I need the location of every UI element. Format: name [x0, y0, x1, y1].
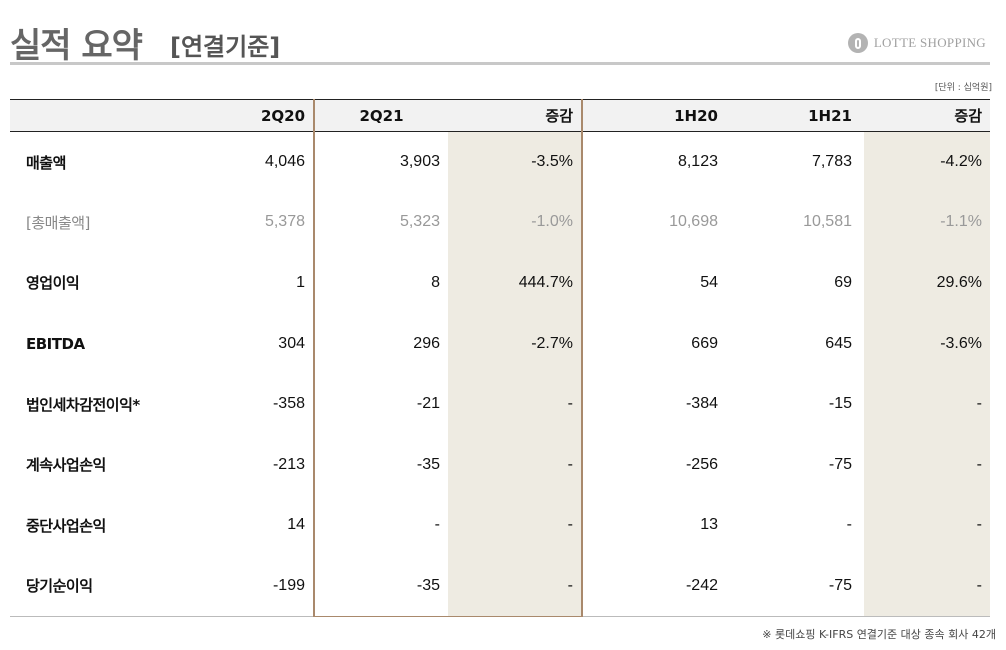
header-change-quarter: 증감	[448, 99, 583, 132]
cell-change-half: -	[864, 373, 990, 435]
header-1h20: 1H20	[582, 99, 732, 132]
earnings-summary-table: 2Q20 2Q21 증감 1H20 1H21 증감 매출액 4,046 3,90…	[10, 99, 990, 617]
table-header: 2Q20 2Q21 증감 1H20 1H21 증감	[10, 99, 990, 132]
page-title: 실적 요약	[10, 26, 143, 66]
cell-1h20: 13	[700, 516, 718, 534]
cell-1h21: 69	[834, 273, 852, 291]
table-row: 법인세차감전이익* -358 -21 - -384 -15 -	[10, 373, 990, 435]
table-body: 매출액 4,046 3,903 -3.5% 8,123 7,783 -4.2% …	[10, 131, 990, 617]
row-label: 중단사업손익	[26, 516, 106, 535]
cell-change-half: -3.6%	[864, 313, 990, 374]
cell-2q21: 3,903	[313, 131, 448, 193]
unit-label: [단위 : 십억원]	[934, 83, 992, 93]
cell-2q20: 14	[287, 516, 305, 534]
cell-2q20: 304	[278, 334, 305, 352]
cell-2q21: -35	[313, 555, 448, 617]
row-label: 매출액	[26, 153, 66, 172]
row-label: 당기순이익	[10, 555, 242, 617]
cell-change-half: -	[864, 495, 990, 556]
cell-1h21: 7,783	[811, 153, 852, 171]
cell-2q20: -213	[272, 455, 305, 473]
cell-1h21: 645	[825, 334, 852, 352]
cell-change-quarter: -	[448, 434, 583, 496]
cell-change-half: 29.6%	[864, 252, 990, 314]
table-row: EBITDA 304 296 -2.7% 669 645 -3.6%	[10, 313, 990, 374]
cell-1h20: -242	[582, 555, 732, 617]
table-row: 영업이익 1 8 444.7% 54 69 29.6%	[10, 252, 990, 314]
header-divider	[10, 62, 990, 65]
cell-2q21: -35	[313, 434, 448, 496]
cell-2q21: -21	[313, 373, 448, 435]
cell-1h20: 8,123	[677, 153, 718, 171]
cell-1h21: -	[846, 516, 852, 534]
cell-change-quarter: -1.0%	[448, 192, 583, 253]
cell-2q20: 1	[296, 273, 305, 291]
cell-1h21: 10,581	[803, 213, 852, 231]
cell-change-quarter: 444.7%	[448, 252, 583, 314]
logo-text: LOTTE SHOPPING	[873, 35, 986, 50]
cell-1h21: -75	[732, 555, 864, 617]
cell-change-quarter: -3.5%	[448, 131, 583, 193]
page-header: 실적 요약 [연결기준]	[10, 14, 990, 66]
header-row: 2Q20 2Q21 증감 1H20 1H21 증감	[10, 99, 990, 132]
table-row: 중단사업손익 14 - - 13 - -	[10, 495, 990, 556]
cell-change-half: -4.2%	[864, 131, 990, 193]
company-logo: LOTTE SHOPPING	[847, 33, 986, 53]
cell-2q20: 5,378	[264, 213, 305, 231]
table-row: 계속사업손익 -213 -35 - -256 -75 -	[10, 434, 990, 496]
row-label: [총매출액]	[26, 213, 90, 232]
footnote: ※ 롯데쇼핑 K-IFRS 연결기준 대상 종속 회사 42개	[762, 628, 996, 641]
header-change-half: 증감	[864, 99, 990, 132]
cell-1h20: -256	[685, 455, 718, 473]
cell-change-half: -	[864, 555, 990, 617]
cell-change-quarter: -2.7%	[448, 313, 583, 374]
cell-1h20: 10,698	[669, 213, 718, 231]
cell-2q21: 296	[313, 313, 448, 374]
cell-change-quarter: -	[448, 495, 583, 556]
cell-2q21: -	[313, 495, 448, 556]
table-row: 당기순이익 -199 -35 - -242 -75 -	[10, 555, 990, 617]
header-2q21: 2Q21	[313, 99, 448, 132]
lotte-logo-icon	[847, 33, 868, 53]
row-label: 영업이익	[26, 274, 80, 293]
cell-1h21: -75	[828, 455, 852, 473]
cell-1h20: 54	[700, 273, 718, 291]
table-row: [총매출액] 5,378 5,323 -1.0% 10,698 10,581 -…	[10, 192, 990, 253]
page-subtitle: [연결기준]	[170, 33, 281, 61]
header-1h21: 1H21	[732, 99, 864, 132]
cell-2q21: 8	[313, 252, 448, 314]
cell-change-quarter: -	[448, 373, 583, 435]
cell-2q20: 4,046	[264, 153, 305, 171]
header-2q20: 2Q20	[242, 99, 314, 132]
cell-1h20: -384	[685, 395, 718, 413]
cell-1h20: 669	[691, 334, 718, 352]
row-label: 계속사업손익	[26, 456, 106, 475]
cell-1h21: -15	[828, 395, 852, 413]
cell-change-half: -	[864, 434, 990, 496]
row-label: EBITDA	[26, 334, 85, 353]
cell-2q20: -199	[242, 555, 314, 617]
cell-2q20: -358	[272, 395, 305, 413]
cell-change-quarter: -	[448, 555, 583, 617]
header-label	[10, 99, 242, 132]
cell-2q21: 5,323	[313, 192, 448, 253]
row-label: 법인세차감전이익*	[26, 395, 140, 414]
table-row: 매출액 4,046 3,903 -3.5% 8,123 7,783 -4.2%	[10, 131, 990, 193]
cell-change-half: -1.1%	[864, 192, 990, 253]
